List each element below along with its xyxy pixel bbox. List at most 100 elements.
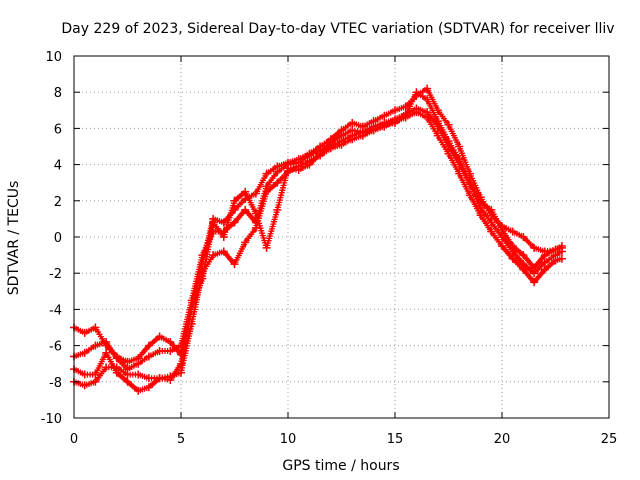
data-point [91,323,100,332]
data-point [219,247,228,256]
data-point [198,274,207,283]
data-point [262,169,271,178]
data-point [540,258,549,267]
data-point [326,138,335,147]
data-point [519,251,528,260]
data-point [177,368,185,377]
data-point [444,137,453,146]
data-point [551,245,560,254]
data-point [337,140,346,149]
data-point [273,205,282,214]
data-point [80,370,89,379]
axis-ticks: 0 5 10 15 20 25 -10 -8 -6 -4 -2 0 2 4 6 8 10 [41,50,618,447]
data-point [80,381,89,390]
data-point [380,120,389,129]
x-tick-label: 15 [387,432,404,447]
data-point [540,251,549,260]
data-point [134,359,143,368]
x-axis-label: GPS time / hours [282,458,399,474]
data-point [557,254,566,263]
data-point [284,164,292,173]
y-tick-label: 0 [54,231,62,246]
data-point [91,377,100,386]
data-point [155,374,164,383]
data-point [144,374,153,383]
data-point [369,126,378,135]
data-point [540,265,549,274]
data-point [155,347,164,356]
data-point [305,160,314,169]
data-point [102,337,111,346]
data-point [508,254,517,263]
data-point [209,251,218,260]
data-point [391,118,399,127]
data-point [487,218,496,227]
data-point [241,187,250,196]
data-point [230,196,239,205]
y-axis-label: SDTVAR / TECUs [6,181,22,296]
data-point [241,238,250,247]
data-point [530,243,539,252]
data-point [230,260,239,269]
data-point [155,332,164,341]
data-point [476,211,485,220]
data-point [230,218,239,227]
y-tick-label: 10 [45,50,62,65]
data-marks [70,84,566,395]
data-point [102,363,111,372]
data-point [123,377,132,386]
data-point [112,354,121,363]
data-point [530,263,539,272]
data-point [519,233,528,241]
data-point [177,359,185,368]
data-point [423,84,432,93]
data-point [423,113,432,122]
data-point [455,142,464,151]
y-tick-label: -2 [49,267,62,282]
data-point [348,118,357,127]
data-point [166,337,175,346]
data-point [401,111,410,120]
data-point [123,357,132,366]
data-point [433,117,442,126]
data-point [476,198,485,207]
data-point [508,242,517,251]
data-point [91,370,100,379]
data-point [444,120,453,129]
data-point [144,341,153,350]
x-tick-label: 20 [494,432,511,447]
data-point [380,111,389,120]
data-point [112,363,121,372]
data-point [262,187,271,196]
data-point [551,256,560,265]
chart-title: Day 229 of 2023, Sidereal Day-to-day VTE… [61,21,614,37]
data-point [358,128,367,137]
data-point [166,347,175,356]
data-point [123,370,132,379]
data-point [144,383,153,392]
data-point [498,225,506,234]
data-point [348,135,357,144]
x-tick-label: 25 [601,432,618,447]
data-point [423,95,432,104]
data-point [102,348,111,357]
y-tick-label: -6 [49,340,62,355]
data-point [465,180,474,189]
data-point [498,242,506,251]
data-point [187,305,196,314]
data-point [487,227,496,236]
data-point [198,251,207,260]
y-tick-label: -4 [49,303,62,318]
data-point [273,178,282,187]
data-point [134,370,143,379]
data-point [241,205,250,214]
data-point [455,155,464,164]
data-point [294,166,303,175]
y-tick-label: -8 [49,376,62,391]
data-point [412,108,421,117]
data-point [391,106,399,115]
data-point [455,169,464,178]
data-point [251,189,260,198]
